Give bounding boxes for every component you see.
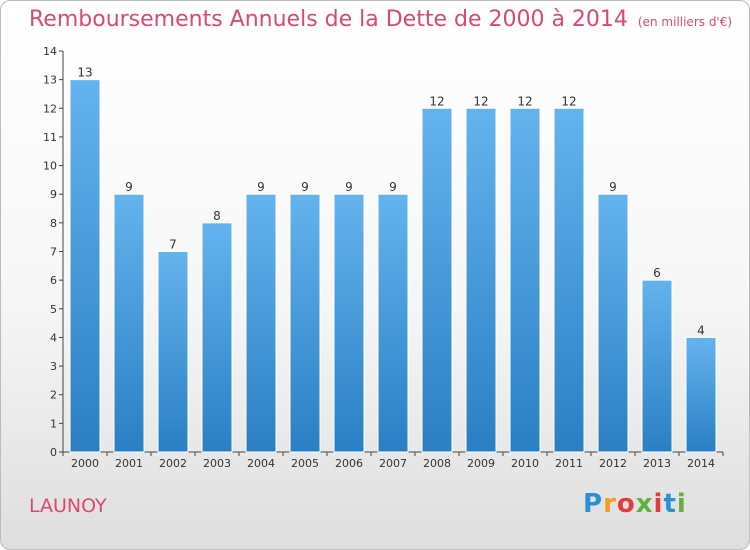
y-tick-label: 10	[43, 160, 57, 173]
bar-value-label: 9	[609, 180, 617, 194]
y-tick-label: 7	[50, 246, 57, 259]
bar	[333, 193, 365, 453]
x-tick-label: 2002	[159, 457, 187, 470]
proxiti-logo: Proxiti	[583, 489, 687, 519]
x-tick-label: 2012	[599, 457, 627, 470]
x-tick-label: 2013	[643, 457, 671, 470]
bar-value-label: 8	[213, 209, 221, 223]
y-tick-label: 8	[50, 217, 57, 230]
x-tick-label: 2009	[467, 457, 495, 470]
x-tick-label: 2014	[687, 457, 715, 470]
x-tick-label: 2006	[335, 457, 363, 470]
y-tick-label: 5	[50, 303, 57, 316]
bar-value-label: 7	[169, 238, 177, 252]
y-tick-label: 14	[43, 45, 57, 58]
y-tick-label: 11	[43, 131, 57, 144]
x-tick-label: 2004	[247, 457, 275, 470]
bar-value-label: 4	[697, 323, 705, 337]
bar-value-label: 12	[517, 94, 532, 108]
bar-value-label: 9	[345, 180, 353, 194]
y-tick-label: 13	[43, 74, 57, 87]
x-tick-label: 2000	[71, 457, 99, 470]
bar-value-label: 9	[389, 180, 397, 194]
y-tick-label: 6	[50, 274, 57, 287]
bar	[421, 107, 453, 453]
bar	[157, 251, 189, 453]
y-tick-label: 0	[50, 446, 57, 459]
bar	[377, 193, 409, 453]
x-tick-label: 2011	[555, 457, 583, 470]
bar-value-label: 9	[125, 180, 133, 194]
x-tick-label: 2010	[511, 457, 539, 470]
bar-value-label: 13	[77, 66, 92, 80]
bar	[597, 193, 629, 453]
bar	[113, 193, 145, 453]
bar	[69, 79, 101, 453]
y-tick-label: 2	[50, 389, 57, 402]
bar	[685, 336, 717, 453]
bar	[509, 107, 541, 453]
y-tick-label: 4	[50, 331, 57, 344]
chart-title-text: Remboursements Annuels de la Dette de 20…	[29, 7, 628, 32]
x-tick-label: 2005	[291, 457, 319, 470]
y-tick-label: 3	[50, 360, 57, 373]
bar-value-label: 9	[301, 180, 309, 194]
chart-title: Remboursements Annuels de la Dette de 20…	[29, 7, 732, 32]
bar	[245, 193, 277, 453]
chart-subtitle: (en milliers d'€)	[637, 15, 733, 29]
bar-value-label: 12	[429, 94, 444, 108]
bar	[553, 107, 585, 453]
bar	[465, 107, 497, 453]
bar-value-label: 6	[653, 266, 661, 280]
bar	[201, 222, 233, 453]
bar-value-label: 12	[473, 94, 488, 108]
commune-name: LAUNOY	[29, 495, 107, 517]
x-tick-label: 2008	[423, 457, 451, 470]
x-tick-label: 2007	[379, 457, 407, 470]
bar	[641, 279, 673, 453]
y-tick-label: 1	[50, 417, 57, 430]
bar	[289, 193, 321, 453]
x-tick-label: 2001	[115, 457, 143, 470]
bar-value-label: 12	[561, 94, 576, 108]
y-tick-label: 12	[43, 102, 57, 115]
bar-value-label: 9	[257, 180, 265, 194]
x-tick-label: 2003	[203, 457, 231, 470]
y-tick-label: 9	[50, 188, 57, 201]
